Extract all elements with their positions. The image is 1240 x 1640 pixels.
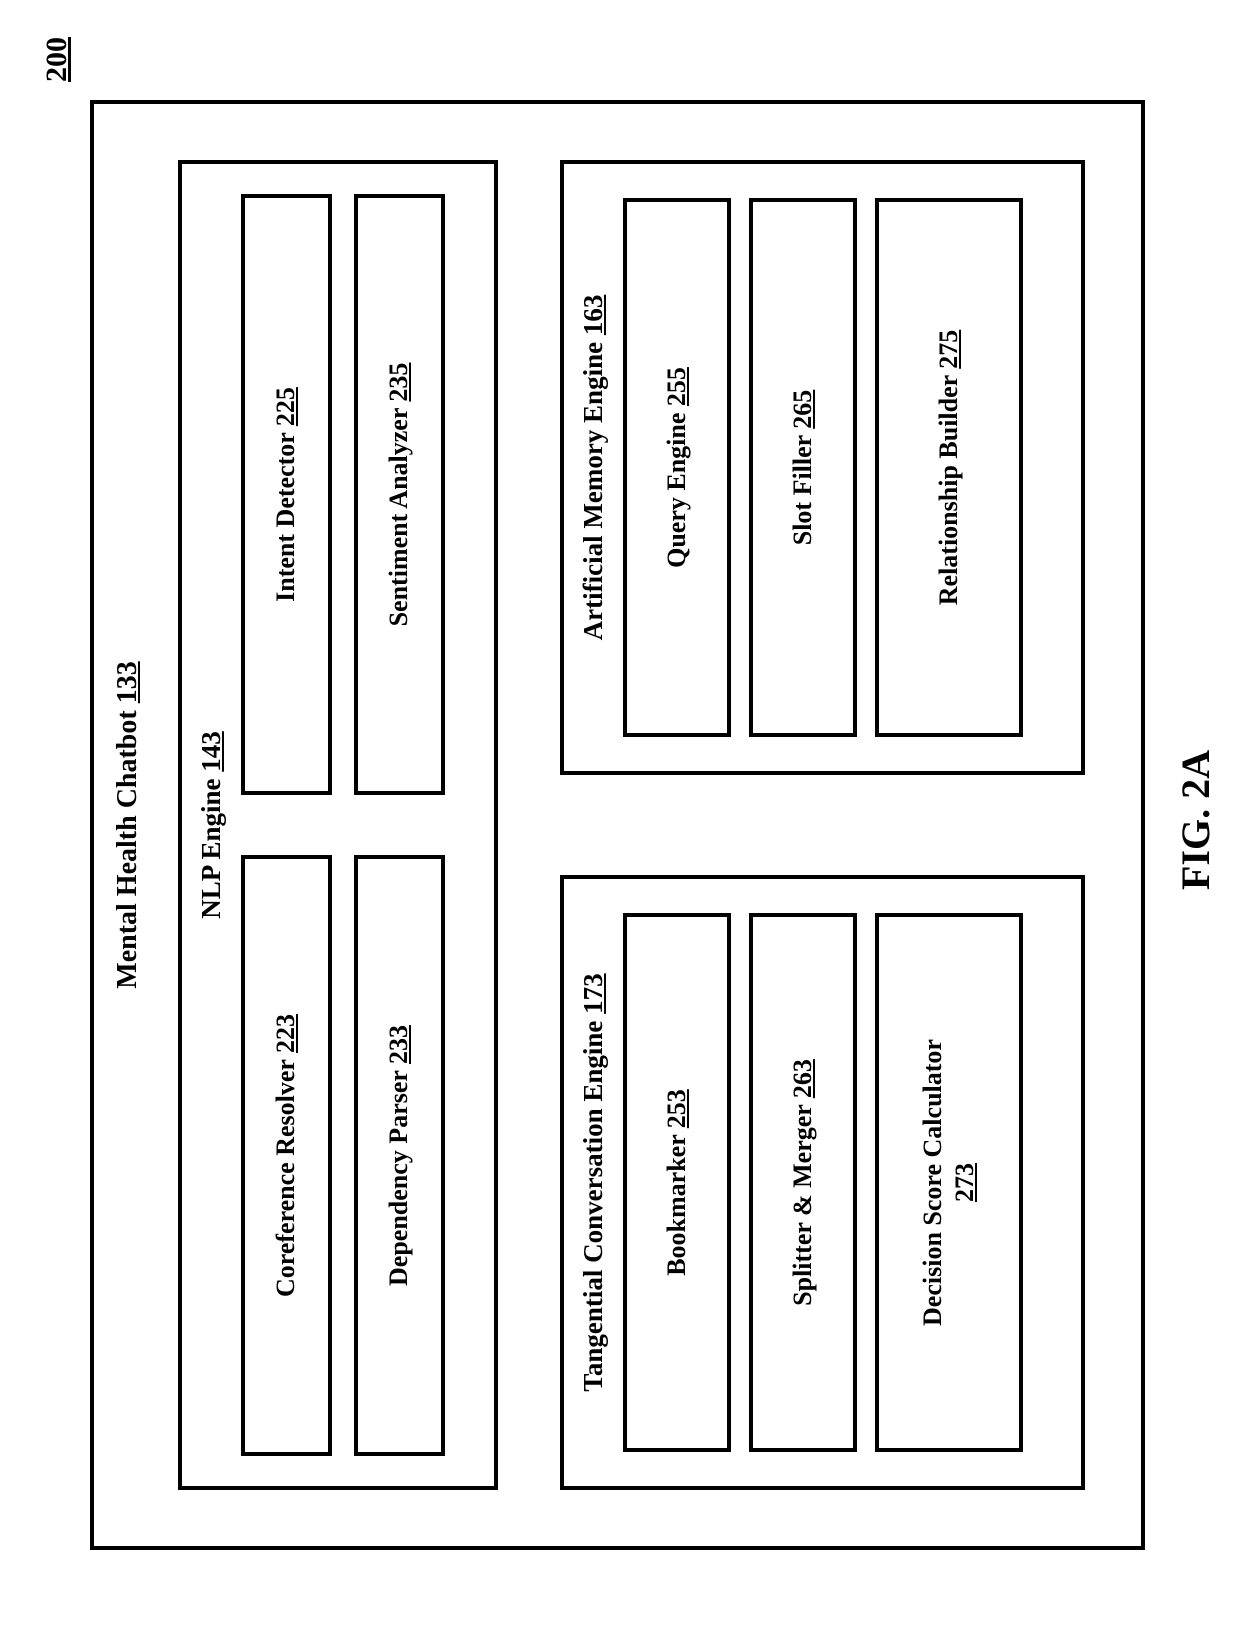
nlp-grid: Coreference Resolver 223 Intent Detector… [241,164,473,1486]
nlp-cell-dep: Dependency Parser 233 [354,855,445,1456]
tang-title-label: Tangential Conversation Engine [578,1021,608,1392]
cell-label: Relationship Builder [934,375,963,605]
page-ref-num: 200 [40,37,73,82]
cell-label: Dependency Parser [384,1071,413,1286]
tangential-engine-title: Tangential Conversation Engine 173 [578,879,609,1486]
tang-cell-bookmarker: Bookmarker 253 [623,913,731,1452]
nlp-title-label: NLP Engine [196,778,226,918]
memory-engine-title: Artificial Memory Engine 163 [578,164,609,771]
cell-num: 223 [271,1014,300,1053]
mem-title-label: Artificial Memory Engine [578,342,608,640]
cell-label: Coreference Resolver [271,1060,300,1298]
nlp-engine-title: NLP Engine 143 [196,164,227,1486]
nlp-engine-box: NLP Engine 143 Coreference Resolver 223 [178,160,498,1490]
nlp-cell-sentiment: Sentiment Analyzer 235 [354,194,445,795]
cell-label: Sentiment Analyzer [384,408,413,626]
page-reference-number: 200 [40,37,74,82]
cell-num: 225 [271,387,300,426]
cell-num: 263 [788,1059,817,1098]
tang-cell-decision: Decision Score Calculator 273 [875,913,1023,1452]
cell-label: Slot Filler [788,435,817,545]
mem-cell-relationship: Relationship Builder 275 [875,198,1023,737]
cell-num: 273 [950,1163,979,1202]
cell-label: Bookmarker [662,1135,691,1276]
cell-label: Query Engine [662,413,691,568]
cell-num: 265 [788,390,817,429]
cell-num: 235 [384,363,413,402]
mem-cell-slot: Slot Filler 265 [749,198,857,737]
nlp-title-num: 143 [196,731,226,772]
outer-title-label: Mental Health Chatbot [112,710,143,988]
cell-num: 253 [662,1089,691,1128]
tangential-column: Bookmarker 253 Splitter & Merger 263 [623,879,1049,1486]
memory-column: Query Engine 255 Slot Filler 265 [623,164,1049,771]
tang-cell-splitter: Splitter & Merger 263 [749,913,857,1452]
nlp-cell-intent: Intent Detector 225 [241,194,332,795]
mem-title-num: 163 [578,295,608,336]
cell-num: 275 [934,330,963,369]
outer-title-num: 133 [112,661,143,703]
cell-label: Splitter & Merger [788,1105,817,1306]
outer-module-title: Mental Health Chatbot 133 [112,104,144,1546]
nlp-cell-coref: Coreference Resolver 223 [241,855,332,1456]
cell-num: 233 [384,1025,413,1064]
figure-caption-text: FIG. 2A [1173,750,1218,890]
tang-title-num: 173 [578,973,608,1014]
tangential-engine-box: Tangential Conversation Engine 173 Bookm… [560,875,1085,1490]
figure-caption: FIG. 2A [1172,720,1219,920]
outer-module-box: Mental Health Chatbot 133 NLP Engine 143… [90,100,1145,1550]
page-root: 200 Mental Health Chatbot 133 NLP Engine… [0,0,1240,1640]
memory-engine-box: Artificial Memory Engine 163 Query Engin… [560,160,1085,775]
cell-label: Decision Score Calculator [918,1039,947,1326]
mem-cell-query: Query Engine 255 [623,198,731,737]
rotated-stage: 200 Mental Health Chatbot 133 NLP Engine… [0,0,1240,1640]
cell-label: Intent Detector [271,433,300,602]
cell-num: 255 [662,367,691,406]
